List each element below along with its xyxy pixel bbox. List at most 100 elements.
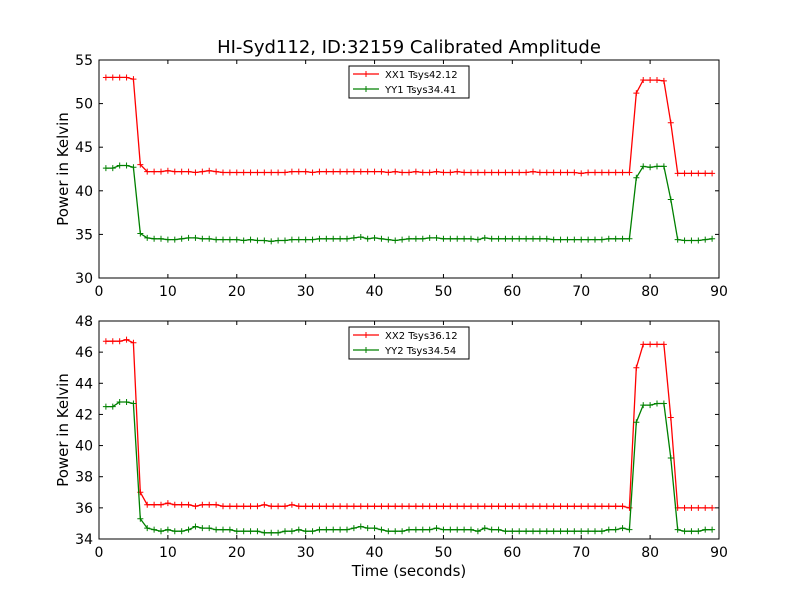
data-point [543,235,550,242]
data-point [709,235,716,242]
data-point [688,528,695,535]
data-point [605,169,612,176]
data-point [171,168,178,175]
data-point [516,528,523,535]
data-point [578,170,585,177]
data-point [681,237,688,244]
data-point [640,77,647,84]
data-point [171,528,178,535]
data-point [213,501,220,508]
y-tick-label: 36 [75,501,93,517]
data-point [647,77,654,84]
data-point [523,169,530,176]
data-point [571,528,578,535]
data-point [447,169,454,176]
data-point [261,501,268,508]
data-point [412,235,419,242]
data-point [275,503,282,510]
data-point [350,503,357,510]
data-point [412,503,419,510]
data-point [220,526,226,533]
data-point [323,168,330,175]
data-point [185,501,192,508]
data-point [399,528,406,535]
data-point [220,503,226,510]
x-tick-label: 70 [572,284,590,300]
data-point [695,528,702,535]
data-point [282,169,288,176]
data-point [681,170,688,177]
data-point [495,235,502,242]
data-point [468,169,474,176]
data-point [468,503,474,510]
data-point [585,528,592,535]
data-point [674,236,681,243]
x-tick-label: 90 [710,545,728,561]
data-point [488,235,495,242]
data-point [192,169,199,176]
data-point [226,526,233,533]
data-point [468,526,474,533]
data-point [557,236,564,243]
data-point [206,501,213,508]
data-point [330,168,337,175]
data-point [371,503,378,510]
y-tick-label: 46 [75,345,93,361]
data-point [674,170,681,177]
data-point [695,170,702,177]
data-point [240,503,247,510]
data-point [509,235,516,242]
legend: XX2 Tsys36.12 YY2 Tsys34.54 [348,326,470,360]
y-tick-label: 44 [75,376,93,392]
data-point [213,168,220,175]
data-point [412,168,419,175]
data-point [178,168,185,175]
data-point [502,235,509,242]
data-point [578,528,585,535]
data-point [247,169,254,176]
data-point [406,169,412,176]
x-tick-label: 30 [297,545,315,561]
x-tick-label: 20 [228,284,246,300]
data-point [268,238,275,245]
data-point [426,503,433,510]
data-point [378,526,385,533]
data-point [330,503,337,510]
data-point [178,528,185,535]
data-point [454,503,461,510]
data-point [640,402,647,409]
data-point [137,515,144,522]
data-point [316,168,323,175]
data-point [550,528,557,535]
data-point [702,504,709,511]
x-tick-label: 50 [435,284,453,300]
data-point [619,169,626,176]
data-point [468,235,474,242]
data-point [612,169,619,176]
data-point [206,167,213,174]
data-point [364,503,371,510]
data-point [543,528,550,535]
data-point [654,400,660,407]
data-point [523,235,530,242]
data-point [647,341,654,348]
data-point [199,235,206,242]
data-point [557,503,564,510]
data-point [530,528,536,535]
data-point [302,503,309,510]
legend-marker [363,332,369,338]
data-point [481,525,488,532]
data-point [578,236,585,243]
data-point [571,236,578,243]
data-point [461,503,468,510]
data-point [660,163,667,170]
data-point [102,338,109,345]
y-axis-label: Power in Kelvin [54,373,72,487]
data-point [667,455,674,462]
data-point [378,503,385,510]
data-point [640,341,647,348]
data-point [667,196,674,203]
data-point [254,169,261,176]
data-point [151,501,158,508]
data-point [412,526,419,533]
